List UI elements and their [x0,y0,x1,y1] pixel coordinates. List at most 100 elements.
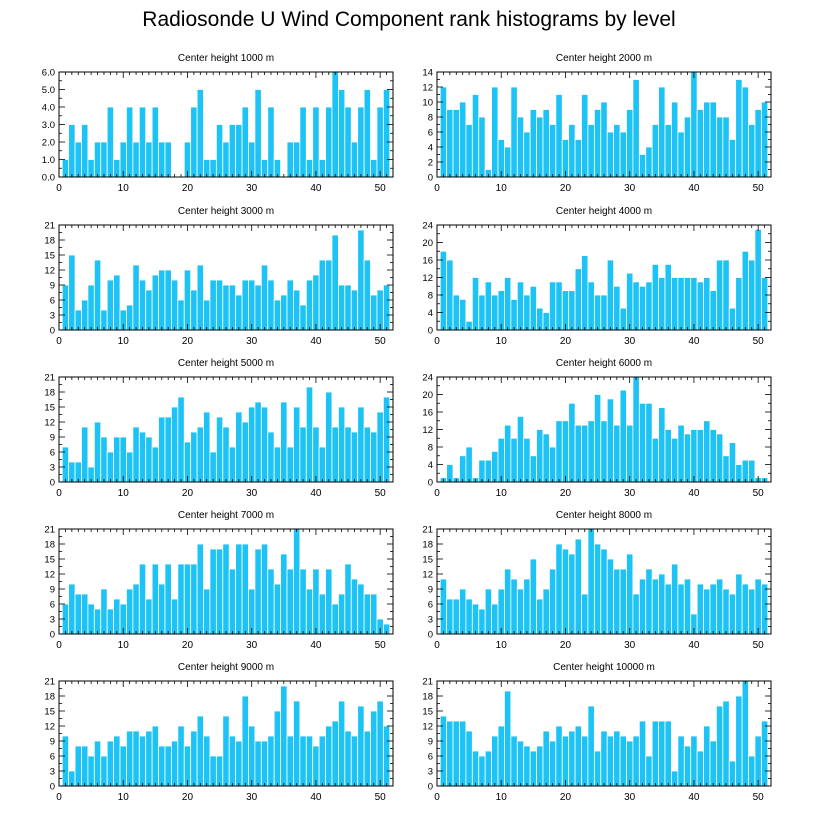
histogram-bar [228,735,237,787]
histogram-bar [286,141,294,178]
histogram-bar [106,279,114,331]
histogram-bar [267,568,275,635]
histogram-bar [677,131,685,178]
histogram-bar [350,289,359,331]
histogram-bar [735,79,743,178]
histogram-bar [312,274,320,331]
y-tick-label: 14 [422,68,433,79]
histogram-bar [81,745,89,787]
histogram-bar [619,389,627,483]
histogram-bar [471,603,480,635]
histogram-bar [267,735,275,787]
histogram-bar [696,583,704,635]
histogram-bar [471,94,480,178]
y-tick-label: 4 [428,460,433,471]
histogram-bar [478,294,486,331]
y-tick-label: 0 [50,782,55,793]
histogram-bar [439,578,448,635]
histogram-bar [741,583,749,635]
y-tick-label: 21 [44,373,55,384]
histogram-bar [741,680,749,787]
histogram-bar [626,272,634,331]
histogram-bar [228,568,237,635]
histogram-bar [645,146,653,178]
histogram-bar [748,588,756,635]
histogram-bar [658,277,666,331]
histogram-bar [658,86,666,178]
x-tick-label: 50 [375,792,387,803]
histogram-bar [158,745,166,787]
histogram-bar [132,141,140,178]
histogram-bar [523,437,531,483]
x-tick-label: 40 [688,488,700,499]
histogram-bar [100,755,108,787]
histogram-bar [260,406,269,483]
histogram-bar [376,411,384,483]
histogram-bar [632,281,640,331]
histogram-bar [638,154,647,178]
y-tick-label: 4 [428,143,433,154]
histogram-bar [318,259,326,331]
histogram-bar [459,720,467,787]
histogram-bar [568,553,576,635]
y-tick-label: 12 [44,570,55,581]
histogram-bar [574,424,582,483]
histogram-bar [555,281,563,331]
y-tick-label: 21 [422,525,433,536]
histogram-bar [696,429,704,483]
x-tick-label: 10 [118,640,130,651]
y-tick-label: 3 [428,615,433,626]
histogram-bar [446,598,454,635]
histogram-bar [638,578,647,635]
histogram-bar [209,548,217,635]
histogram-bar [593,109,602,178]
x-tick-label: 20 [182,336,194,347]
histogram-bar [305,386,314,483]
x-tick-label: 10 [496,183,508,194]
histogram-bar [235,411,243,483]
histogram-bar [561,420,570,483]
histogram-bar [542,433,550,483]
x-tick-label: 20 [182,183,194,194]
histogram-bar [651,437,659,483]
panel-title: Center height 3000 m [178,206,274,217]
histogram-bar [593,394,602,483]
histogram-bar [465,124,473,178]
histogram-bar [549,446,557,483]
histogram-bar [651,263,659,331]
histogram-bar [158,416,166,483]
histogram-bar [735,573,743,635]
x-tick-label: 40 [310,488,322,499]
y-tick-label: 24 [422,221,433,232]
histogram-bar [260,264,269,331]
histogram-bar [722,259,730,331]
histogram-bar [100,588,108,635]
histogram-bar [293,700,301,787]
histogram-bar [293,528,301,635]
histogram-bar [529,285,537,331]
histogram-bar [190,730,198,787]
histogram-bar [138,106,147,178]
histogram-bar [331,426,339,483]
histogram-bar [568,290,576,331]
histogram-bar [357,229,365,331]
histogram-bar [350,431,359,483]
histogram-bar [760,583,769,635]
histogram-bar [542,109,550,178]
histogram-bar [93,141,102,178]
histogram-bar [446,259,454,331]
histogram-bar [203,735,211,787]
y-tick-label: 2.0 [42,138,55,149]
y-tick-label: 21 [44,221,55,232]
histogram-bar [151,563,159,635]
histogram-bar [325,725,333,787]
panel-title: Center height 1000 m [178,53,274,64]
histogram-bar [196,715,204,787]
histogram-bar [529,455,537,483]
histogram-bar [222,543,230,635]
histogram-bar [170,740,179,787]
histogram-bar [696,750,704,787]
y-tick-label: 9 [50,737,55,748]
y-tick-label: 12 [422,273,433,284]
